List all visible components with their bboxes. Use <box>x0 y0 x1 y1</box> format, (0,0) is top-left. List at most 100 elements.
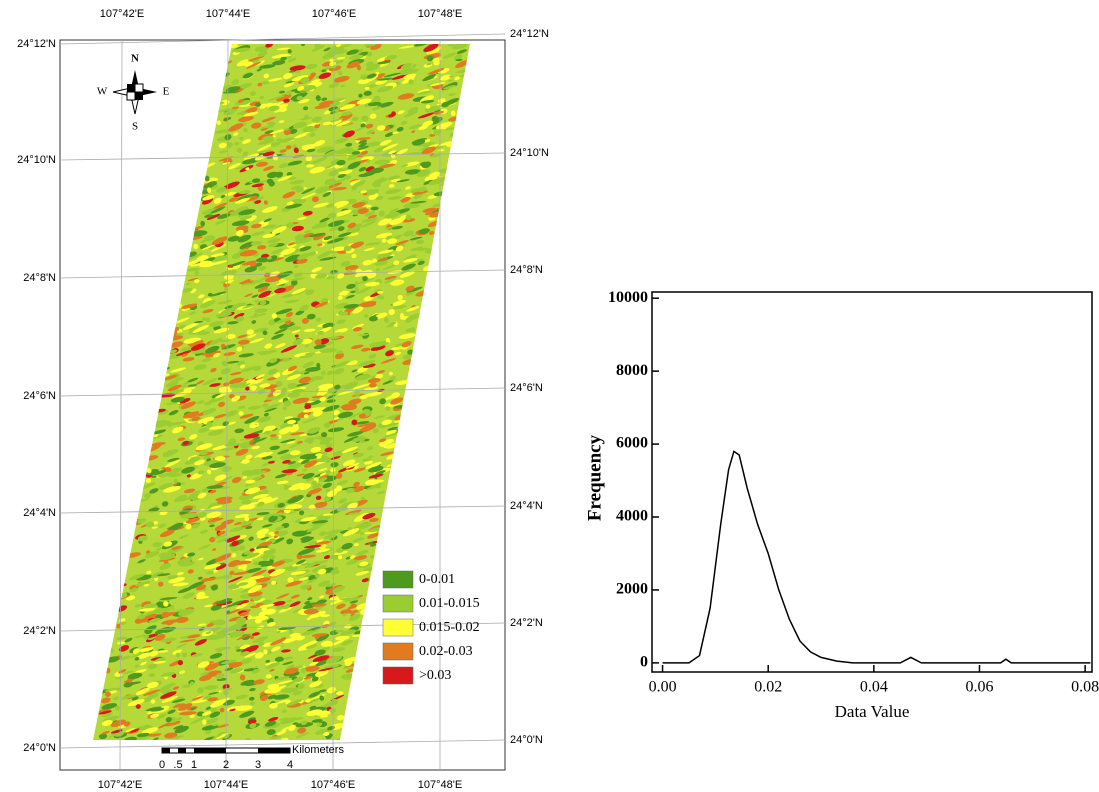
raster-patch <box>364 386 379 391</box>
raster-patch <box>352 537 365 543</box>
raster-patch <box>311 719 323 723</box>
raster-patch <box>269 568 286 577</box>
raster-patch <box>284 507 291 514</box>
raster-patch <box>203 718 219 725</box>
raster-patch <box>315 453 323 457</box>
raster-patch <box>216 537 230 543</box>
raster-patch <box>306 148 316 153</box>
raster-patch <box>219 476 233 482</box>
raster-patch <box>324 341 334 346</box>
raster-patch <box>337 70 343 76</box>
raster-patch <box>168 522 184 532</box>
raster-patch <box>266 396 280 400</box>
raster-patch <box>282 357 291 362</box>
raster-patch <box>327 237 344 244</box>
raster-patch <box>259 287 272 294</box>
raster-patch <box>388 308 395 316</box>
raster-patch <box>225 334 236 339</box>
raster-patch <box>290 431 305 436</box>
raster-patch <box>211 236 229 245</box>
graticule-lat <box>59 152 506 161</box>
raster-patch <box>405 186 411 190</box>
raster-patch <box>295 310 305 316</box>
raster-patch <box>255 602 264 606</box>
raster-patch <box>385 429 397 436</box>
raster-patch <box>209 524 215 528</box>
raster-patch <box>449 75 454 78</box>
graticule-lat <box>59 33 506 45</box>
raster-patch <box>280 56 287 61</box>
raster-patch <box>194 225 204 230</box>
raster-patch <box>297 727 307 734</box>
raster-patch <box>234 521 242 526</box>
raster-patch <box>305 63 318 70</box>
raster-patch <box>292 690 303 696</box>
raster-patch <box>206 213 221 220</box>
raster-patch <box>295 70 301 74</box>
lat-label: 24°2'N <box>510 617 543 629</box>
raster-patch <box>319 595 325 599</box>
raster-patch <box>378 218 392 226</box>
lat-label: 24°8'N <box>510 264 543 276</box>
raster-patch <box>189 490 201 497</box>
raster-patch <box>382 143 398 151</box>
raster-patch <box>340 403 357 410</box>
raster-patch <box>98 710 112 715</box>
raster-patch <box>248 536 254 541</box>
lat-label: 24°6'N <box>510 382 543 394</box>
x-axis-label: Data Value <box>835 702 910 721</box>
raster-patch <box>403 230 415 237</box>
raster-patch <box>336 159 346 166</box>
raster-patch <box>183 388 189 394</box>
raster-patch <box>348 610 359 614</box>
raster-patch <box>237 334 248 339</box>
raster-patch <box>298 98 310 104</box>
raster-patch <box>292 608 302 613</box>
raster-patch <box>235 206 249 212</box>
raster-patch <box>391 225 403 230</box>
raster-patch <box>192 324 209 334</box>
raster-patch <box>235 617 247 624</box>
raster-patch <box>189 681 195 686</box>
raster-patch <box>312 410 323 417</box>
raster-patch <box>194 270 200 276</box>
raster-patch <box>286 699 303 706</box>
raster-patch <box>201 711 212 716</box>
raster-patch <box>309 610 326 619</box>
raster-patch <box>277 270 293 279</box>
raster-patch <box>388 184 395 188</box>
raster-patch <box>239 437 254 441</box>
raster-patch <box>159 529 175 538</box>
raster-patch <box>160 691 177 699</box>
raster-patch <box>317 243 323 247</box>
raster-patch <box>221 519 235 525</box>
raster-patch <box>167 473 183 478</box>
raster-patch <box>101 712 113 718</box>
raster-patch <box>281 726 290 732</box>
raster-patch <box>115 636 128 641</box>
raster-patch <box>197 661 210 668</box>
raster-patch <box>382 442 388 449</box>
raster-patch <box>407 107 419 114</box>
raster-patch <box>280 649 291 653</box>
raster-patch <box>280 152 286 158</box>
raster-patch <box>119 655 131 661</box>
raster-patch <box>190 717 206 725</box>
raster-patch <box>300 192 317 200</box>
raster-patch <box>149 733 162 737</box>
raster-patch <box>306 524 323 533</box>
raster-patch <box>112 696 119 701</box>
raster-patch <box>412 139 426 146</box>
raster-patch <box>322 513 334 516</box>
raster-patch <box>145 521 155 528</box>
raster-patch <box>275 676 290 681</box>
raster-patch <box>371 106 382 111</box>
raster-patch <box>389 279 405 286</box>
raster-patch <box>245 386 250 391</box>
raster-patch <box>293 147 299 154</box>
raster-patch <box>197 492 207 499</box>
raster-patch <box>171 735 184 740</box>
raster-patch <box>384 54 398 61</box>
raster-patch <box>270 141 281 147</box>
raster-patch <box>237 99 245 103</box>
